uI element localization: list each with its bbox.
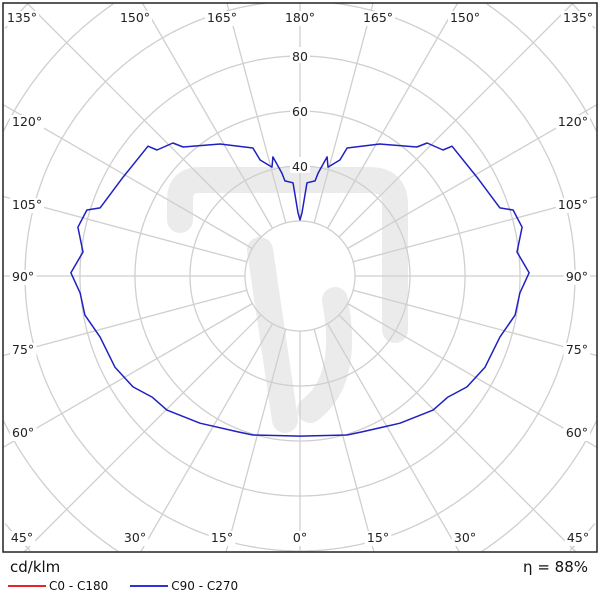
radial-gridline	[225, 328, 287, 553]
angle-label: 90°	[12, 269, 34, 284]
unit-label: cd/klm	[10, 558, 61, 576]
angle-label-bg	[10, 270, 37, 285]
radial-gridline	[226, 2, 287, 224]
legend-item-c0-c180: C0 - C180	[8, 578, 108, 594]
angle-label-bg	[283, 11, 317, 26]
angle-label: 135°	[7, 10, 37, 25]
ring-gridline	[24, 2, 576, 552]
ring-label: 60	[292, 104, 308, 119]
angle-label: 30°	[454, 530, 476, 545]
radial-gridline	[326, 2, 459, 229]
angle-label-bg	[364, 531, 392, 546]
angle-label: 0°	[293, 530, 307, 545]
angle-label-bg	[10, 115, 44, 130]
radial-gridline	[2, 103, 253, 250]
ring-label: 40	[292, 159, 308, 174]
angle-label: 105°	[12, 197, 42, 212]
ring-label-bg	[290, 157, 310, 173]
radial-gridline	[2, 302, 253, 449]
legend-swatch-red	[8, 585, 46, 587]
ring-gridline	[79, 55, 521, 497]
angle-label-bg	[208, 531, 236, 546]
angle-label: 75°	[12, 342, 34, 357]
angle-label-bg	[561, 11, 595, 26]
angle-label-bg	[563, 343, 590, 358]
angle-label-bg	[5, 11, 39, 26]
ring-gridline	[244, 220, 356, 332]
angle-label: 75°	[566, 342, 588, 357]
angle-label-bg	[564, 531, 592, 546]
angle-label: 165°	[363, 10, 393, 25]
ring-label-bg	[290, 102, 310, 118]
angle-label-bg	[8, 531, 36, 546]
angle-label-bg	[205, 11, 239, 26]
radial-gridline	[313, 328, 375, 553]
radial-gridline	[140, 323, 274, 553]
angle-label-bg	[556, 198, 590, 213]
angle-label-bg	[10, 343, 37, 358]
plot-frame	[2, 2, 598, 553]
radial-gridline	[352, 289, 598, 357]
legend-item-c90-c270: C90 - C270	[130, 578, 238, 594]
ring-gridline	[486, 3, 598, 132]
ring-label-bg	[290, 47, 310, 63]
radial-gridline	[326, 323, 460, 553]
angle-label-bg	[451, 531, 479, 546]
angle-label: 60°	[566, 425, 588, 440]
radial-gridline	[2, 289, 248, 357]
radial-gridline	[347, 302, 598, 449]
angle-label: 45°	[11, 530, 33, 545]
legend-label: C0 - C180	[49, 579, 109, 593]
radial-gridline	[141, 2, 274, 229]
angle-label: 150°	[450, 10, 480, 25]
ring-gridline	[2, 420, 119, 552]
ring-label: 80	[292, 49, 308, 64]
angle-label: 90°	[566, 269, 588, 284]
angle-label: 120°	[558, 114, 588, 129]
angle-label-bg	[563, 426, 590, 441]
angle-label: 15°	[367, 530, 389, 545]
ring-gridline	[189, 165, 411, 387]
ring-gridline	[134, 110, 466, 442]
ring-gridline	[2, 3, 114, 132]
legend-label: C90 - C270	[171, 579, 239, 593]
angle-label-bg	[290, 531, 310, 546]
angle-label: 180°	[285, 10, 315, 25]
series-curve-c90-c270	[70, 142, 530, 437]
angle-label: 120°	[12, 114, 42, 129]
radial-gridline	[347, 103, 598, 250]
angle-label: 60°	[12, 425, 34, 440]
angle-label-bg	[121, 531, 149, 546]
angle-label: 15°	[211, 530, 233, 545]
ring-gridline	[481, 420, 598, 552]
angle-label: 150°	[120, 10, 150, 25]
angle-label-bg	[361, 11, 395, 26]
angle-label: 105°	[558, 197, 588, 212]
angle-label: 45°	[567, 530, 589, 545]
angle-label-bg	[448, 11, 482, 26]
radial-gridline	[313, 2, 374, 224]
angle-label: 165°	[207, 10, 237, 25]
angle-label-bg	[10, 198, 44, 213]
efficiency-label: η = 88%	[523, 558, 588, 576]
legend-swatch-blue	[130, 585, 169, 587]
legend: C0 - C180 C90 - C270	[8, 578, 238, 594]
angle-label-bg	[563, 270, 590, 285]
angle-label-bg	[556, 115, 590, 130]
radial-gridline	[338, 314, 577, 553]
radial-gridline	[23, 314, 262, 553]
angle-label-bg	[10, 426, 37, 441]
angle-label-bg	[118, 11, 152, 26]
angle-label: 30°	[124, 530, 146, 545]
angle-label: 135°	[563, 10, 593, 25]
